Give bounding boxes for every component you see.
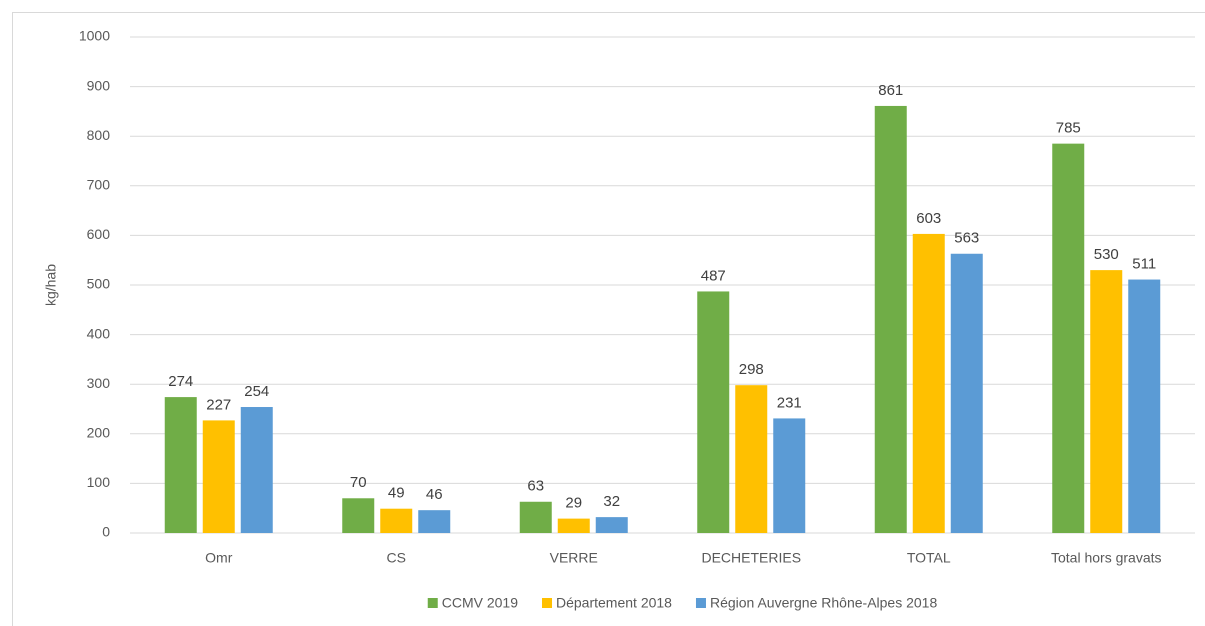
bar [773, 418, 806, 533]
data-label: 32 [603, 493, 620, 510]
bar [1090, 270, 1123, 533]
legend-label: Département 2018 [556, 595, 672, 611]
data-label: 785 [1056, 120, 1081, 137]
y-tick-label: 600 [87, 226, 111, 242]
x-tick-label: VERRE [550, 550, 598, 566]
data-label: 254 [244, 383, 269, 400]
data-label: 563 [954, 230, 979, 247]
chart-frame [12, 12, 1205, 626]
data-label: 530 [1094, 246, 1119, 263]
bar [380, 508, 413, 533]
bar [164, 397, 197, 533]
data-label: 231 [777, 394, 802, 411]
data-label: 29 [565, 495, 582, 512]
data-label: 603 [916, 210, 941, 227]
bar [418, 510, 451, 533]
data-label: 63 [527, 478, 544, 495]
y-tick-label: 0 [102, 524, 110, 540]
y-axis-label: kg/hab [43, 264, 59, 306]
x-tick-label: CS [387, 550, 406, 566]
data-label: 298 [739, 361, 764, 378]
y-tick-label: 400 [87, 325, 111, 341]
bar [697, 291, 730, 533]
legend-swatch [695, 598, 706, 608]
bar [1052, 143, 1085, 533]
y-tick-label: 900 [87, 77, 111, 93]
bar [874, 105, 907, 533]
legend-label: Région Auvergne Rhône-Alpes 2018 [710, 595, 937, 611]
bar [912, 233, 945, 534]
y-tick-label: 1000 [79, 28, 110, 44]
data-label: 861 [878, 82, 903, 99]
data-label: 487 [701, 267, 726, 284]
bar [202, 420, 235, 533]
y-tick-label: 700 [87, 177, 111, 193]
y-tick-label: 300 [87, 375, 111, 391]
x-tick-label: Total hors gravats [1051, 550, 1162, 566]
bar [240, 407, 273, 533]
data-label: 274 [168, 373, 193, 390]
legend-label: CCMV 2019 [442, 595, 518, 611]
bar [1128, 279, 1161, 533]
legend-swatch [542, 598, 553, 608]
data-label: 46 [426, 486, 443, 503]
y-tick-label: 200 [87, 425, 111, 441]
bar [735, 385, 768, 533]
data-label: 49 [388, 485, 405, 502]
data-label: 70 [350, 474, 367, 491]
bar [950, 253, 983, 533]
y-tick-label: 800 [87, 127, 111, 143]
y-tick-label: 100 [87, 474, 111, 490]
bar [519, 501, 552, 533]
legend-swatch [427, 598, 438, 608]
x-tick-label: TOTAL [907, 550, 951, 566]
y-tick-label: 500 [87, 276, 111, 292]
bar [342, 498, 375, 533]
x-tick-label: Omr [205, 550, 233, 566]
bar [557, 518, 590, 533]
data-label: 227 [206, 396, 231, 413]
bar [595, 517, 628, 533]
data-label: 511 [1132, 256, 1156, 273]
x-tick-label: DECHETERIES [701, 550, 801, 566]
